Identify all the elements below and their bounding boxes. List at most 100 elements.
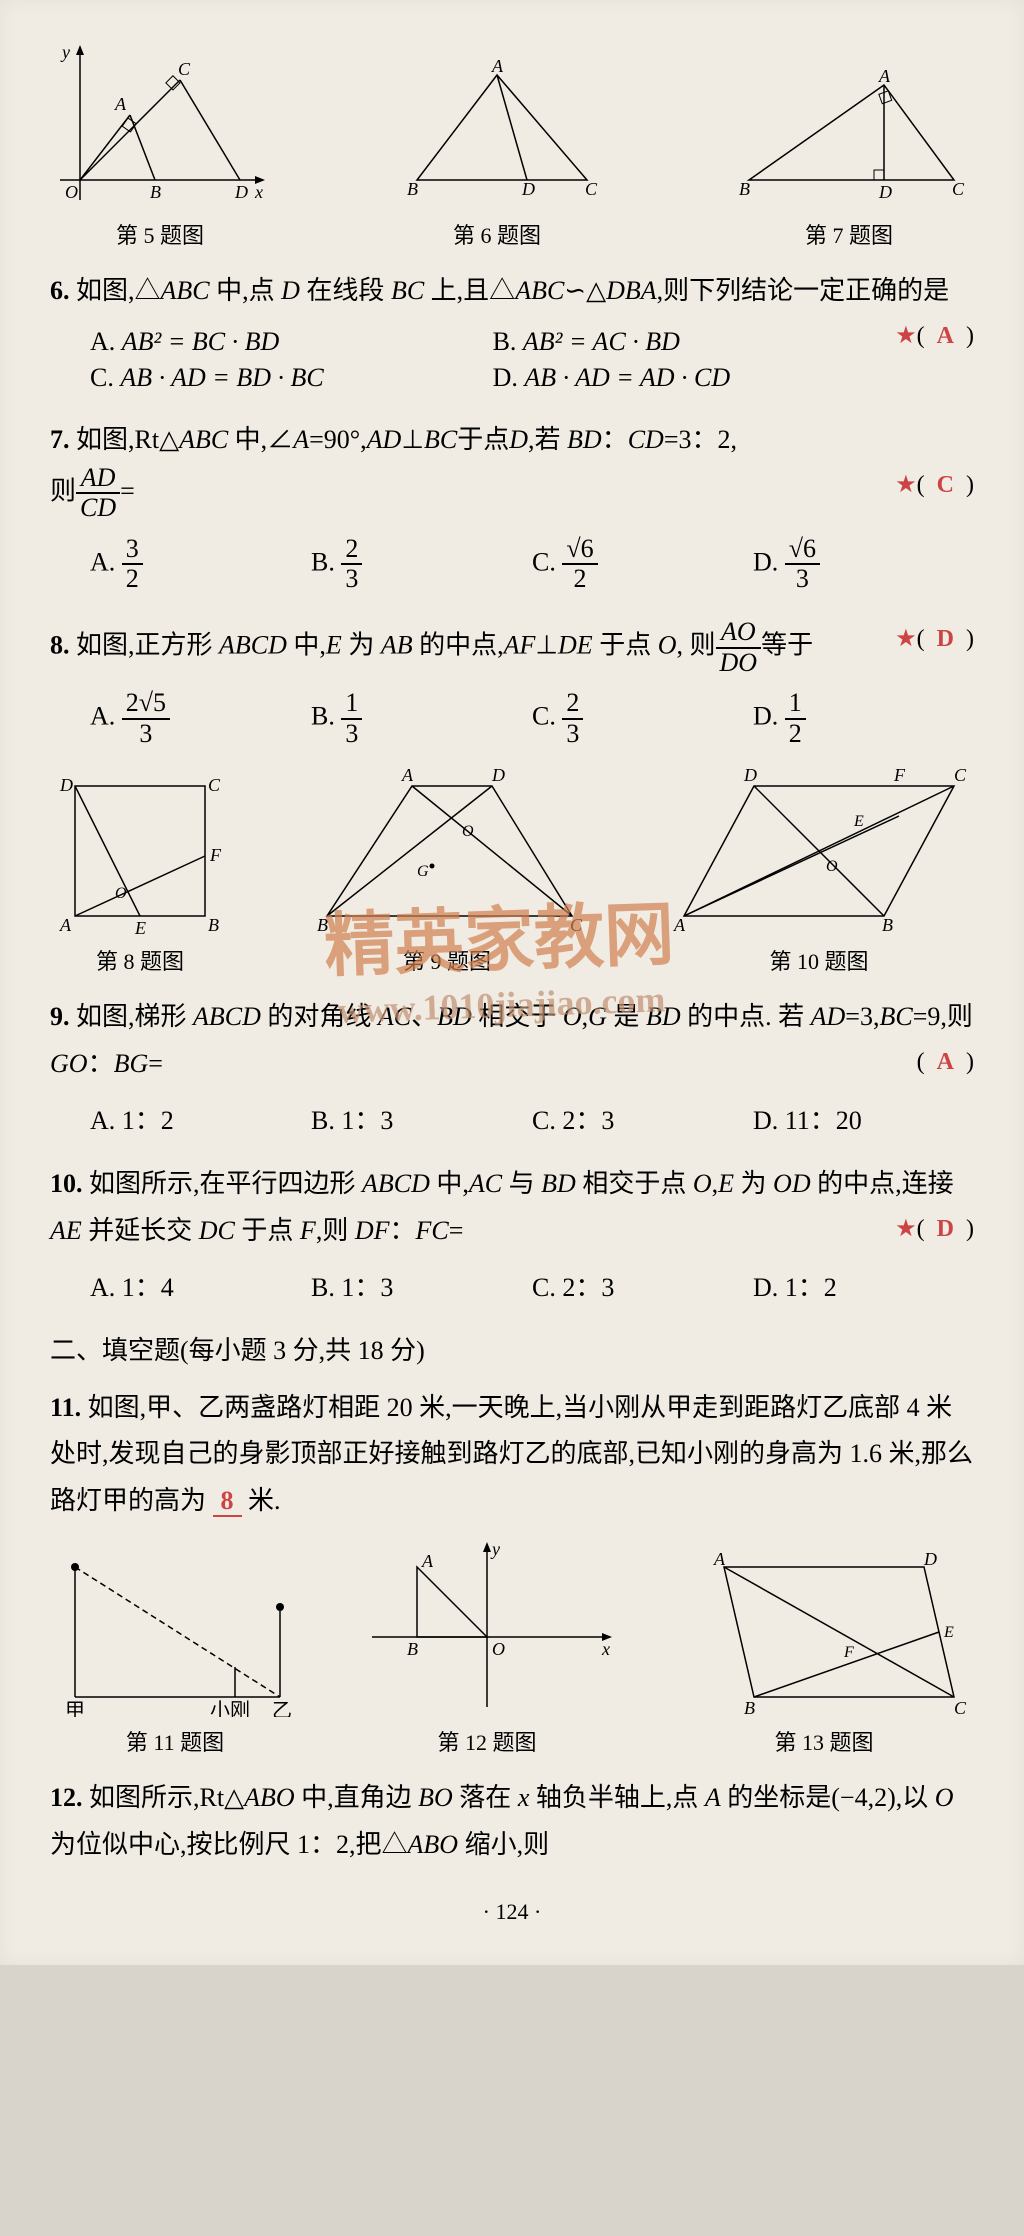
svg-text:F: F (843, 1644, 854, 1661)
figure-12: y x O A B 第 12 题图 (357, 1537, 617, 1757)
q10-opt-d: D. 1：2 (753, 1267, 974, 1304)
q9-opt-b: B. 1：3 (311, 1100, 532, 1137)
q10-answer-slot: ★( D ) (895, 1208, 974, 1251)
svg-text:D: D (878, 182, 892, 202)
svg-text:甲: 甲 (65, 1700, 85, 1717)
svg-text:A: A (878, 70, 891, 86)
figure-10-svg: D F C A B E O (664, 766, 974, 936)
q9-answer-slot: ( A ) (917, 1041, 974, 1084)
q7-opt-c: C. √62 (532, 535, 753, 594)
figure-8: D C A B E F O 第 8 题图 (50, 766, 230, 976)
q7-opt-b: B. 23 (311, 535, 532, 594)
svg-text:A: A (114, 94, 127, 114)
figure-5: y x O A C B D 第 5 题图 (50, 40, 270, 250)
svg-text:O: O (826, 858, 838, 875)
q8-opt-b: B. 13 (311, 689, 532, 748)
svg-text:小刚: 小刚 (210, 1699, 250, 1717)
q6-options: A. AB² = BC · BD B. AB² = AC · BD C. AB … (90, 327, 895, 399)
figure-13-caption: 第 13 题图 (674, 1725, 974, 1757)
svg-text:G: G (417, 863, 429, 880)
q9-opt-a: A. 1：2 (90, 1100, 311, 1137)
svg-text:B: B (739, 179, 750, 199)
svg-text:D: D (923, 1549, 937, 1569)
figure-13: A D B C E F 第 13 题图 (674, 1547, 974, 1757)
question-11: 11. 如图,甲、乙两盏路灯相距 20 米,一天晚上,当小刚从甲走到距路灯乙底部… (50, 1385, 974, 1525)
svg-text:B: B (882, 915, 893, 935)
figures-bot-row: 甲 小刚 乙 第 11 题图 y x O A B 第 12 题图 (50, 1537, 974, 1757)
svg-text:y: y (60, 42, 70, 62)
svg-text:乙: 乙 (272, 1700, 292, 1717)
svg-text:F: F (893, 766, 906, 785)
svg-text:B: B (208, 915, 219, 935)
svg-text:E: E (853, 813, 864, 830)
q9-opt-c: C. 2：3 (532, 1100, 753, 1137)
star-icon: ★ (895, 626, 917, 652)
q7-opt-d: D. √63 (753, 535, 974, 594)
q7-num: 7. (50, 425, 70, 454)
figure-8-caption: 第 8 题图 (50, 944, 230, 976)
q10-opt-a: A. 1：4 (90, 1267, 311, 1304)
page-number: · 124 · (50, 1899, 974, 1925)
q9-opt-d: D. 11：20 (753, 1100, 974, 1137)
q10-answer: D (937, 1216, 954, 1242)
figure-6-svg: A B D C (387, 60, 607, 210)
svg-text:C: C (954, 1698, 967, 1717)
svg-text:E: E (943, 1624, 954, 1641)
svg-text:A: A (713, 1549, 726, 1569)
svg-text:F: F (209, 845, 222, 865)
svg-text:D: D (234, 182, 248, 202)
svg-text:B: B (744, 1698, 755, 1717)
figure-11-svg: 甲 小刚 乙 (50, 1547, 300, 1717)
q9-answer: A (937, 1049, 954, 1075)
figure-9-caption: 第 9 题图 (302, 944, 592, 976)
svg-text:O: O (115, 885, 127, 902)
q6-opt-a: A. AB² = BC · BD (90, 327, 493, 357)
svg-text:C: C (954, 766, 967, 785)
figure-5-svg: y x O A C B D (50, 40, 270, 210)
q7-answer: C (937, 472, 954, 498)
svg-text:C: C (208, 775, 221, 795)
q12-num: 12. (50, 1783, 83, 1812)
figure-6: A B D C 第 6 题图 (387, 60, 607, 250)
svg-text:O: O (65, 182, 78, 202)
svg-text:A: A (59, 915, 72, 935)
question-9: 9. 如图,梯形 ABCD 的对角线 AC、BD 相交于 O,G 是 BD 的中… (50, 994, 974, 1088)
q10-opt-b: B. 1：3 (311, 1267, 532, 1304)
svg-text:A: A (673, 915, 686, 935)
svg-text:D: D (491, 766, 505, 785)
q7-answer-slot: ★( C ) (895, 464, 974, 507)
figure-10-caption: 第 10 题图 (664, 944, 974, 976)
section-2-header: 二、填空题(每小题 3 分,共 18 分) (50, 1330, 974, 1367)
svg-text:C: C (178, 59, 191, 79)
svg-text:B: B (317, 915, 328, 935)
q10-opt-c: C. 2：3 (532, 1267, 753, 1304)
figures-mid-row: D C A B E F O 第 8 题图 A D B C O G (50, 766, 974, 976)
q7-opt-a: A. 32 (90, 535, 311, 594)
q6-answer-slot: ★( A ) (895, 315, 974, 358)
figure-12-caption: 第 12 题图 (357, 1725, 617, 1757)
svg-text:D: D (743, 766, 757, 785)
svg-text:x: x (601, 1639, 610, 1659)
svg-text:O: O (462, 823, 474, 840)
figure-7: A B D C 第 7 题图 (724, 70, 974, 250)
svg-text:O: O (492, 1639, 505, 1659)
figure-8-svg: D C A B E F O (50, 766, 230, 936)
star-icon: ★ (895, 1216, 917, 1242)
svg-text:B: B (407, 179, 418, 199)
figure-10: D F C A B E O 第 10 题图 (664, 766, 974, 976)
question-7: 7. 如图,Rt△ABC 中,∠A=90°,AD⊥BC于点D,若 BD：CD=3… (50, 417, 974, 523)
q6-opt-b: B. AB² = AC · BD (493, 327, 896, 357)
figure-7-caption: 第 7 题图 (724, 218, 974, 250)
q6-answer: A (937, 323, 954, 349)
svg-text:E: E (134, 918, 146, 936)
figure-9: A D B C O G 第 9 题图 (302, 766, 592, 976)
q8-answer: D (937, 626, 954, 652)
question-10: 10. 如图所示,在平行四边形 ABCD 中,AC 与 BD 相交于点 O,E … (50, 1161, 974, 1255)
figure-11-caption: 第 11 题图 (50, 1725, 300, 1757)
q6-num: 6. (50, 276, 70, 305)
svg-text:B: B (407, 1639, 418, 1659)
q8-options: A. 2√53 B. 13 C. 23 D. 12 (90, 689, 974, 754)
q8-answer-slot: ★( D ) (895, 618, 974, 661)
figure-13-svg: A D B C E F (674, 1547, 974, 1717)
svg-text:x: x (254, 182, 263, 202)
